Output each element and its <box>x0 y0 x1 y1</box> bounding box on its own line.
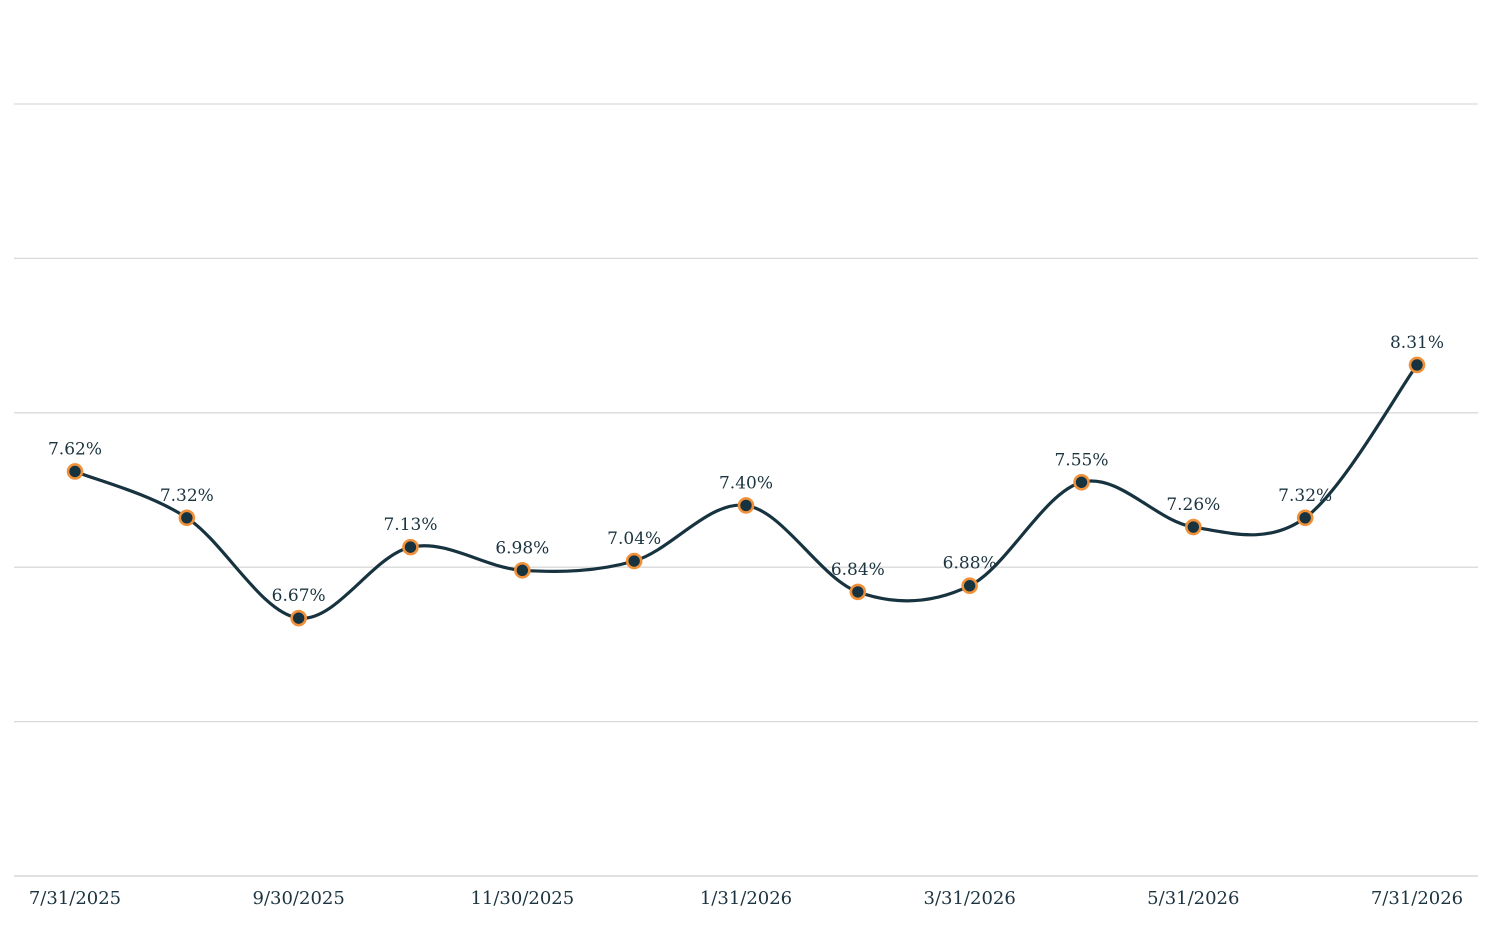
data-point[interactable] <box>178 509 196 527</box>
x-tick-label: 5/31/2026 <box>1147 888 1239 909</box>
data-label: 7.55% <box>1054 450 1108 470</box>
x-tick-label: 11/30/2025 <box>470 888 574 909</box>
data-label: 8.31% <box>1390 333 1444 353</box>
x-tick-label: 7/31/2025 <box>29 888 121 909</box>
data-labels: 7.62% 7.32% 6.67% 7.13% 6.98% 7.04% 7.40% 6.84%… <box>48 333 1444 606</box>
data-point[interactable] <box>402 538 419 556</box>
data-point[interactable] <box>1185 518 1202 536</box>
x-axis-ticks: 7/31/2025 9/30/2025 11/30/2025 1/31/2026 3/3… <box>29 888 1463 909</box>
data-point[interactable] <box>849 583 867 601</box>
data-point[interactable] <box>514 561 531 579</box>
data-point[interactable] <box>1296 509 1314 527</box>
grid-lines <box>14 103 1478 877</box>
data-label: 7.32% <box>1278 486 1332 506</box>
x-tick-label: 9/30/2025 <box>253 888 345 909</box>
data-point[interactable] <box>66 463 84 480</box>
data-point[interactable] <box>1408 356 1426 374</box>
x-tick-label: 7/31/2026 <box>1371 888 1463 909</box>
data-label: 7.32% <box>160 486 214 506</box>
data-label: 6.88% <box>943 554 997 574</box>
data-point[interactable] <box>290 609 307 627</box>
data-label: 6.84% <box>831 560 885 580</box>
data-point[interactable] <box>1073 473 1090 491</box>
data-label: 7.13% <box>383 515 437 535</box>
data-points <box>66 356 1426 627</box>
data-point[interactable] <box>625 552 643 570</box>
x-tick-label: 3/31/2026 <box>924 888 1016 909</box>
data-label: 6.67% <box>272 586 326 606</box>
data-label: 7.04% <box>607 529 661 549</box>
data-label: 7.40% <box>719 473 773 493</box>
data-point[interactable] <box>737 497 755 514</box>
x-tick-label: 1/31/2026 <box>700 888 792 909</box>
data-label: 6.98% <box>495 538 549 558</box>
data-point[interactable] <box>961 577 978 595</box>
data-label: 7.62% <box>48 439 102 459</box>
data-label: 7.26% <box>1166 495 1220 515</box>
